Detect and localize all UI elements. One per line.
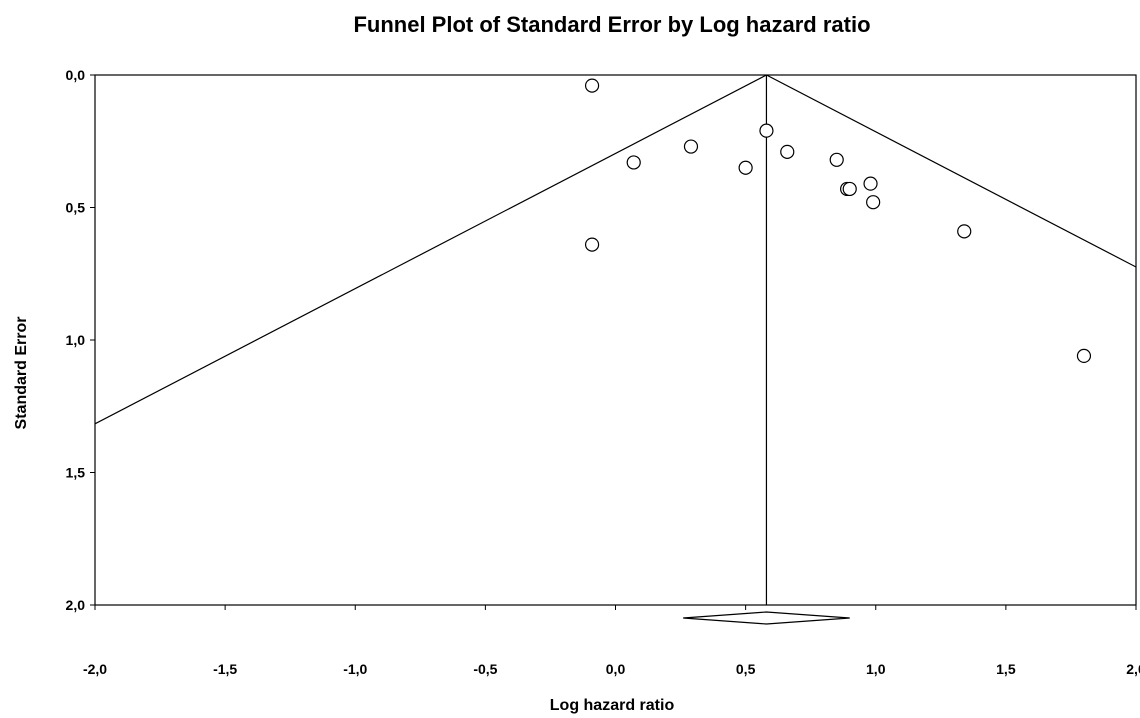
study-point [584, 237, 600, 252]
x-tick-label: 1,5 [996, 661, 1016, 677]
summary-diamond [683, 611, 850, 625]
chart-title: Funnel Plot of Standard Error by Log haz… [353, 12, 870, 37]
y-axis-label: Standard Error [13, 317, 30, 430]
x-tick-label: -1,5 [213, 661, 237, 677]
y-tick-label: 1,5 [66, 465, 86, 481]
x-tick-label: -2,0 [83, 661, 107, 677]
funnel-right-boundary [766, 75, 1136, 268]
x-tick-label: -1,0 [343, 661, 367, 677]
study-point [759, 123, 774, 138]
funnel-left-boundary [95, 75, 767, 425]
study-point [584, 78, 600, 93]
x-tick-label: 0,0 [606, 661, 626, 677]
x-tick-label: 1,0 [866, 661, 886, 677]
study-point [780, 144, 795, 159]
study-point [866, 195, 881, 210]
y-tick-label: 0,5 [66, 200, 86, 216]
plot-area [94, 74, 1137, 606]
study-point [738, 160, 753, 175]
x-tick-label: 0,5 [736, 661, 756, 677]
x-tick-label: -0,5 [473, 661, 497, 677]
y-tick-label: 0,0 [66, 67, 86, 83]
study-point [842, 181, 857, 197]
x-axis-label: Log hazard ratio [550, 697, 675, 714]
study-point [829, 152, 844, 167]
study-point [626, 155, 641, 170]
study-point [957, 224, 972, 239]
y-tick-label: 1,0 [66, 332, 86, 348]
x-tick-label: 2,0 [1126, 661, 1140, 677]
study-point [683, 139, 699, 154]
study-point [1076, 348, 1092, 363]
study-point [863, 176, 878, 191]
y-tick-label: 2,0 [66, 597, 86, 613]
